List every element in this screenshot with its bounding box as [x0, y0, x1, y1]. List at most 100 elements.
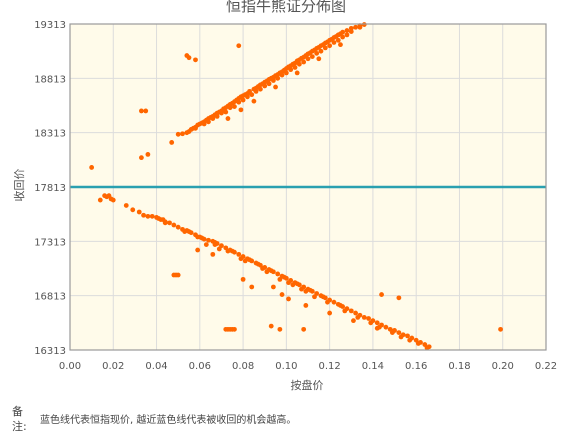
bull-point — [143, 108, 149, 114]
x-tick-label: 0.16 — [405, 361, 427, 372]
bull-point — [318, 48, 324, 54]
bear-point — [136, 209, 142, 215]
y-tick-label: 16813 — [34, 292, 66, 303]
bull-point — [344, 32, 350, 38]
bear-point — [374, 320, 380, 326]
bull-point — [340, 29, 346, 35]
bear-point — [240, 276, 246, 282]
bear-point — [340, 304, 346, 309]
bear-point — [225, 248, 231, 254]
bull-point — [314, 50, 320, 56]
bear-point — [327, 310, 333, 316]
bear-point — [201, 236, 207, 242]
bull-point — [322, 45, 328, 51]
bull-point — [294, 70, 300, 76]
bull-point — [279, 72, 285, 78]
bull-point — [296, 61, 302, 67]
bull-point — [193, 57, 198, 63]
bull-point — [249, 92, 255, 98]
y-tick-label: 17813 — [34, 183, 66, 194]
bear-point — [212, 242, 218, 247]
bear-point — [277, 276, 283, 282]
x-tick-label: 0.10 — [275, 361, 297, 372]
bull-point — [227, 105, 233, 111]
bull-point — [338, 42, 343, 48]
bull-point — [139, 108, 144, 114]
bull-point — [145, 152, 151, 157]
bear-point — [270, 269, 276, 275]
bear-point — [249, 284, 255, 290]
bull-point — [193, 125, 198, 131]
bull-point — [353, 24, 358, 30]
scatter-chart: 恒指牛熊证分佈图 0.00 0.02 0.04 0.06 0.08 0.10 0.12 0.1… — [12, 0, 557, 392]
note-label: 备注: — [12, 405, 27, 433]
x-axis: 0.00 0.02 0.04 0.06 0.08 0.10 0.12 0.14 0.16 0.18… — [59, 361, 557, 372]
bear-point — [195, 247, 201, 253]
bear-point — [396, 295, 402, 301]
bear-point — [275, 271, 281, 277]
bull-point — [223, 109, 229, 115]
bull-point — [340, 34, 346, 40]
bear-point — [141, 212, 146, 218]
bull-point — [283, 70, 289, 76]
bear-point — [424, 345, 430, 351]
bear-point — [303, 288, 309, 294]
bull-point — [275, 75, 281, 81]
bull-point — [236, 99, 242, 105]
bear-point — [236, 251, 242, 257]
bear-point — [210, 251, 216, 257]
bear-point — [368, 320, 374, 326]
bear-point — [97, 197, 103, 203]
bear-point — [303, 303, 309, 308]
bull-point — [169, 140, 175, 145]
bear-point — [238, 256, 244, 262]
bull-point — [238, 107, 244, 113]
bull-point — [266, 81, 272, 87]
bear-point — [312, 294, 317, 300]
bear-point — [283, 275, 289, 281]
bear-point — [162, 220, 168, 226]
bear-point — [398, 334, 404, 340]
bear-point — [268, 323, 274, 329]
bull-point — [316, 56, 322, 62]
bear-point — [374, 325, 380, 331]
bear-point — [355, 315, 361, 320]
x-tick-label: 0.12 — [319, 361, 341, 372]
bull-point — [219, 110, 224, 116]
bear-point — [242, 258, 248, 264]
bull-point — [232, 104, 237, 109]
bear-point — [299, 286, 304, 292]
bear-point — [405, 333, 410, 339]
bear-point — [296, 282, 302, 288]
bull-point — [186, 55, 192, 61]
bull-point — [175, 131, 181, 137]
bull-point — [206, 119, 211, 125]
bull-point — [327, 43, 333, 49]
bull-point — [270, 78, 276, 83]
bear-point — [301, 326, 307, 332]
bear-point — [182, 229, 188, 234]
bear-point — [498, 326, 503, 332]
bear-point — [322, 295, 328, 301]
x-tick-label: 0.02 — [102, 361, 124, 372]
bear-point — [232, 249, 237, 255]
x-tick-label: 0.20 — [492, 361, 514, 372]
bull-point — [309, 54, 315, 59]
x-tick-label: 0.14 — [362, 361, 384, 372]
bear-point — [348, 308, 354, 314]
bear-point — [396, 330, 402, 336]
bear-point — [264, 269, 270, 275]
bear-point — [309, 288, 315, 294]
bull-point — [251, 98, 257, 104]
bull-point — [348, 29, 354, 35]
bull-point — [335, 37, 341, 43]
y-tick-label: 19313 — [34, 20, 66, 31]
bull-point — [139, 155, 144, 161]
bull-point — [240, 97, 246, 103]
bear-point — [353, 310, 358, 316]
x-tick-label: 0.06 — [189, 361, 211, 372]
y-axis-label: 收回价 — [12, 169, 26, 202]
x-tick-label: 0.18 — [448, 361, 470, 372]
bear-point — [415, 341, 421, 346]
bear-point — [361, 315, 367, 320]
